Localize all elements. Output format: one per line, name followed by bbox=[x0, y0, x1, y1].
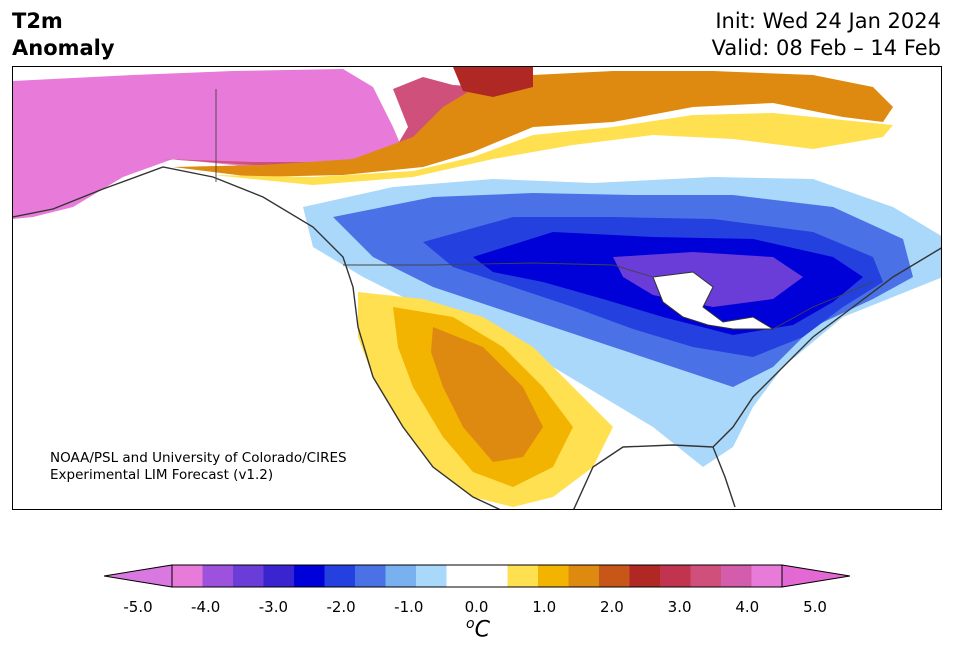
colorbar-tick-label: 1.0 bbox=[532, 598, 557, 616]
units-base: C bbox=[474, 617, 490, 643]
colorbar-units: oC bbox=[466, 616, 490, 642]
coastline-gulf-east bbox=[573, 247, 941, 509]
colorbar-over-arrow bbox=[781, 564, 850, 588]
colorbar-cell bbox=[751, 565, 783, 587]
title-line-1: T2m bbox=[12, 9, 63, 33]
colorbar-tick-label: 5.0 bbox=[803, 598, 827, 616]
colorbar-tick-label: 2.0 bbox=[599, 598, 624, 616]
colorbar-tick-label: -3.0 bbox=[258, 598, 289, 616]
colorbar-cell bbox=[721, 565, 752, 587]
colorbar-under-arrow bbox=[104, 564, 173, 588]
credit-line-1: NOAA/PSL and University of Colorado/CIRE… bbox=[50, 450, 347, 466]
colorbar-tick-label: -2.0 bbox=[326, 598, 356, 616]
valid-range-label: Valid: 08 Feb – 14 Feb bbox=[711, 36, 941, 60]
colorbar-cell bbox=[355, 565, 386, 587]
forecast-credit: NOAA/PSL and University of Colorado/CIRE… bbox=[50, 450, 347, 484]
colorbar-cell bbox=[507, 565, 539, 587]
great-lakes bbox=[652, 271, 775, 330]
colorbar-cell bbox=[690, 565, 722, 587]
map-title: T2m Anomaly bbox=[12, 8, 115, 62]
colorbar-cell bbox=[446, 565, 478, 587]
colorbar-cell bbox=[599, 565, 630, 587]
high-arctic-red bbox=[453, 67, 533, 97]
canada-yellow-band bbox=[213, 113, 893, 185]
colorbar-cell bbox=[538, 565, 569, 587]
colorbar-tick-label: -5.0 bbox=[123, 598, 153, 616]
colorbar-tick-label: 0.0 bbox=[464, 598, 489, 616]
coastline-west bbox=[13, 166, 501, 509]
anomaly-map-graphic bbox=[13, 67, 941, 509]
credit-line-2: Experimental LIM Forecast (v1.2) bbox=[50, 467, 274, 483]
colorbar-tick-label: -4.0 bbox=[191, 598, 221, 616]
coastline-florida bbox=[712, 446, 736, 508]
colorbar-tick-label: 4.0 bbox=[735, 598, 760, 616]
colorbar-cell bbox=[629, 565, 661, 587]
southwest-warm-inner bbox=[431, 327, 543, 462]
colorbar-cell bbox=[294, 565, 325, 587]
colorbar-cell bbox=[263, 565, 295, 587]
colorbar-cell bbox=[233, 565, 264, 587]
colorbar bbox=[104, 564, 850, 588]
units-superscript: o bbox=[466, 616, 475, 632]
canada-orange-band bbox=[173, 71, 893, 177]
title-line-2: Anomaly bbox=[12, 36, 115, 60]
forecast-dates: Init: Wed 24 Jan 2024 Valid: 08 Feb – 14… bbox=[712, 8, 941, 62]
init-date-label: Init: Wed 24 Jan 2024 bbox=[715, 9, 941, 33]
colorbar-cell bbox=[202, 565, 234, 587]
colorbar-cell bbox=[568, 565, 600, 587]
colorbar-cell bbox=[385, 565, 417, 587]
colorbar-cell bbox=[416, 565, 447, 587]
alaska-warm-region bbox=[13, 69, 408, 219]
colorbar-cell bbox=[660, 565, 691, 587]
colorbar-cell bbox=[477, 565, 508, 587]
anomaly-map bbox=[12, 66, 942, 510]
canada-us-border bbox=[343, 262, 874, 330]
colorbar-cell bbox=[324, 565, 356, 587]
colorbar-tick-label: -1.0 bbox=[394, 598, 424, 616]
colorbar-cell bbox=[172, 565, 203, 587]
colorbar-tick-label: 3.0 bbox=[667, 598, 692, 616]
